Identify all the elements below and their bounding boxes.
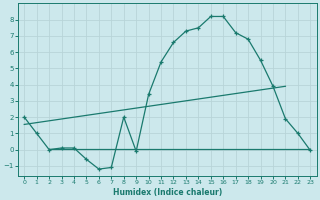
X-axis label: Humidex (Indice chaleur): Humidex (Indice chaleur) [113,188,222,197]
